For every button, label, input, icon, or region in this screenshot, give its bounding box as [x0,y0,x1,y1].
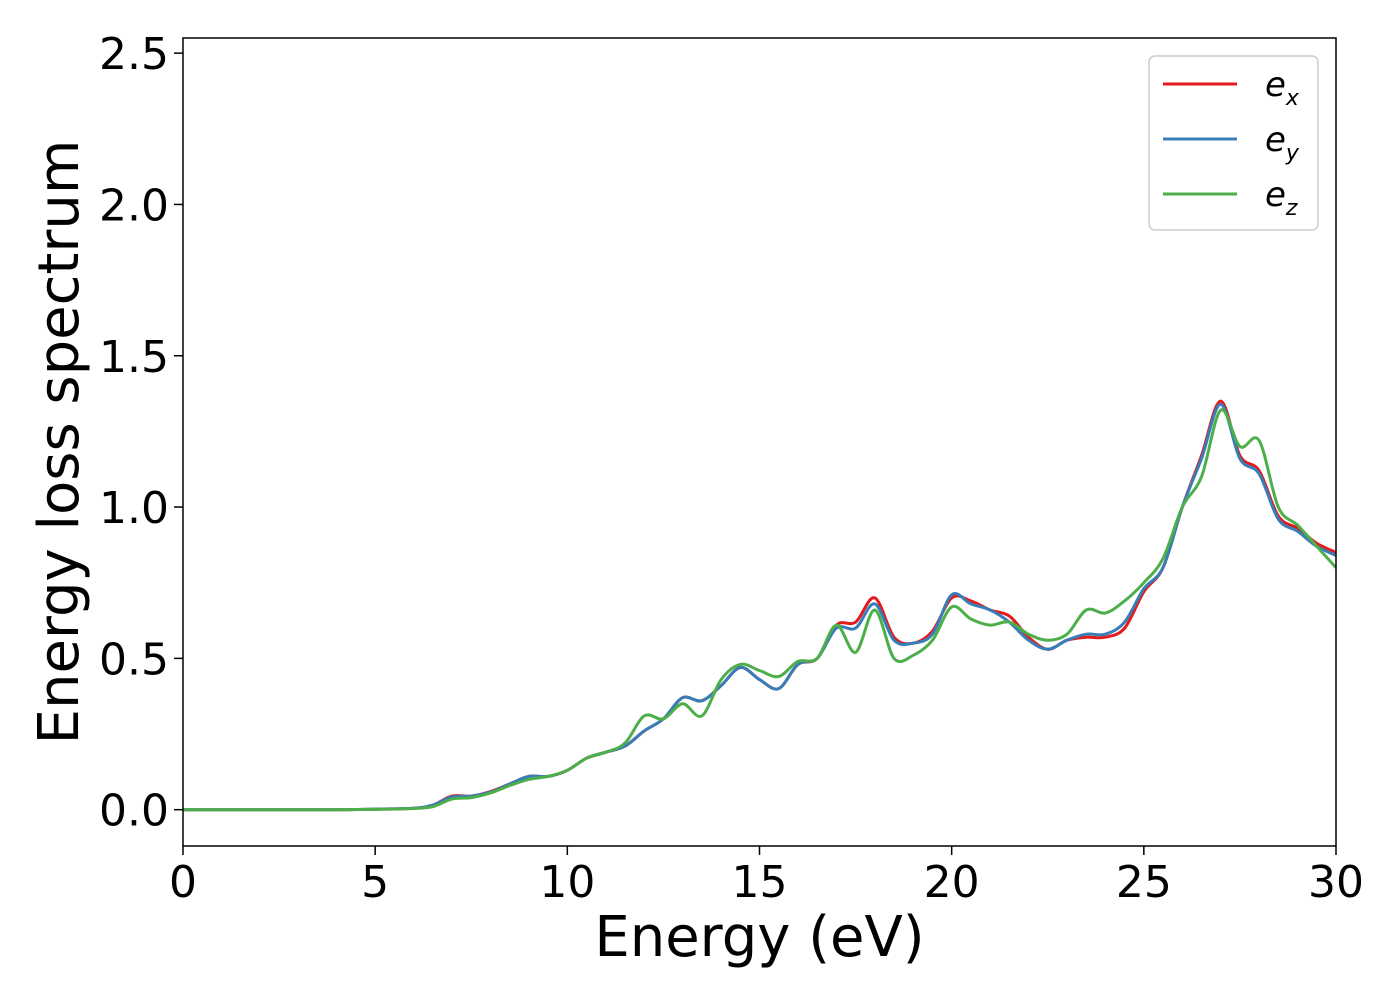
legend-box [1148,55,1319,231]
x-tick-label: 20 [924,857,980,908]
x-tick-label: 10 [539,857,595,908]
plot-area [183,38,1336,846]
axes-layer: 0 5 10 15 20 25 30 0.0 0.5 1.0 1.5 2.0 2.5 [99,29,1364,908]
x-axis-title: Energy (eV) [594,905,924,970]
y-tick-label: 2.5 [99,29,169,80]
series-line-ez [182,408,1338,812]
y-tick-label: 0.0 [99,786,169,837]
plot-background [183,38,1336,846]
x-tick-label: 5 [361,857,389,908]
x-tick-label: 30 [1308,857,1364,908]
x-tick-label: 0 [169,857,197,908]
y-axis-title: Energy loss spectrum [27,140,92,745]
y-tick-label: 1.0 [99,483,169,534]
x-tick-label: 25 [1116,857,1172,908]
y-tick-label: 1.5 [99,332,169,383]
y-tick-label: 0.5 [99,634,169,685]
series-layer [182,399,1338,812]
y-tick-label: 2.0 [99,180,169,231]
x-tick-label: 15 [732,857,788,908]
